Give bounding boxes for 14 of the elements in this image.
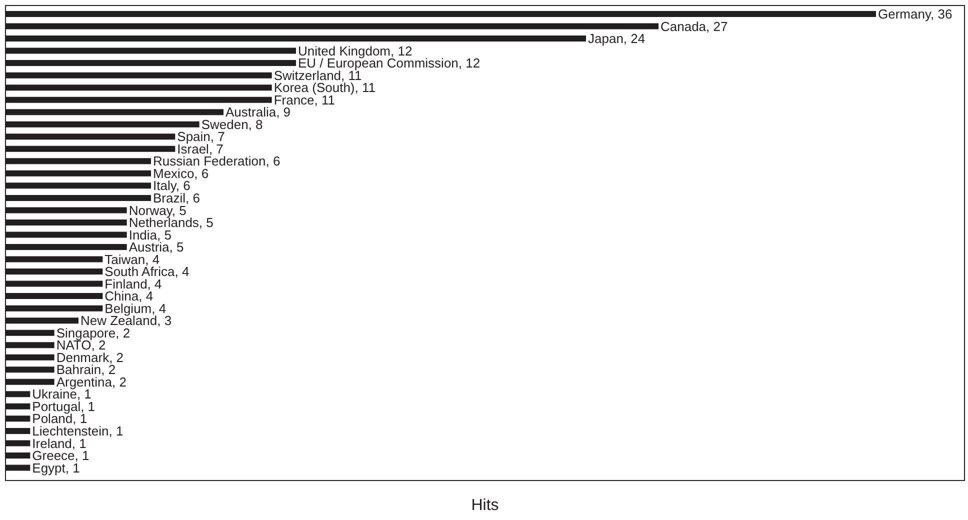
data-label: Germany, 36 xyxy=(878,6,952,22)
data-label: Norway, 5 xyxy=(128,202,186,218)
data-label: Canada, 27 xyxy=(660,18,728,34)
data-label: United Kingdom, 12 xyxy=(298,43,412,58)
data-label: Japan, 24 xyxy=(588,31,646,46)
data-label: Singapore, 2 xyxy=(56,325,130,340)
data-label: Denmark, 2 xyxy=(56,350,124,365)
data-label: Portugal, 1 xyxy=(32,398,96,414)
data-label: Italy, 6 xyxy=(153,178,190,194)
x-axis-title: Hits xyxy=(470,497,500,515)
data-label: Ireland, 1 xyxy=(32,436,86,451)
data-label: Spain, 7 xyxy=(177,129,225,144)
data-label: India, 5 xyxy=(128,227,172,242)
data-label: Liechtenstein, 1 xyxy=(32,423,124,438)
